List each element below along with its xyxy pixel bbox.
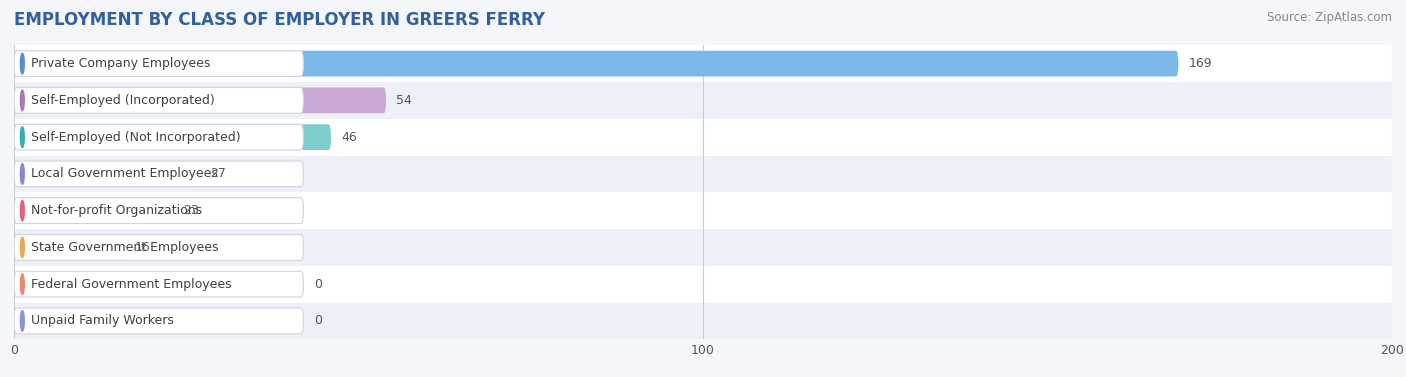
Circle shape [21,274,24,294]
Text: Federal Government Employees: Federal Government Employees [31,278,232,291]
FancyBboxPatch shape [14,308,304,334]
Bar [14,82,1392,119]
Text: Self-Employed (Incorporated): Self-Employed (Incorporated) [31,94,215,107]
FancyBboxPatch shape [14,161,304,187]
FancyBboxPatch shape [14,87,304,113]
Text: EMPLOYMENT BY CLASS OF EMPLOYER IN GREERS FERRY: EMPLOYMENT BY CLASS OF EMPLOYER IN GREER… [14,11,546,29]
Text: Private Company Employees: Private Company Employees [31,57,211,70]
Circle shape [21,53,24,74]
Circle shape [21,200,24,221]
Circle shape [21,164,24,184]
FancyBboxPatch shape [14,51,1178,77]
Text: 16: 16 [135,241,150,254]
FancyBboxPatch shape [14,124,304,150]
Text: 0: 0 [314,278,322,291]
Circle shape [21,90,24,111]
Text: 46: 46 [342,131,357,144]
Text: 0: 0 [314,314,322,327]
Text: 169: 169 [1188,57,1212,70]
Bar [14,302,1392,339]
Bar [14,156,1392,192]
Text: 23: 23 [183,204,198,217]
Bar [14,266,1392,302]
FancyBboxPatch shape [14,198,304,224]
Text: Local Government Employees: Local Government Employees [31,167,218,180]
FancyBboxPatch shape [14,51,304,77]
Text: Source: ZipAtlas.com: Source: ZipAtlas.com [1267,11,1392,24]
FancyBboxPatch shape [14,87,387,113]
Text: Not-for-profit Organizations: Not-for-profit Organizations [31,204,202,217]
Text: 27: 27 [211,167,226,180]
FancyBboxPatch shape [14,308,17,334]
Text: Unpaid Family Workers: Unpaid Family Workers [31,314,174,327]
Bar [14,229,1392,266]
Text: 54: 54 [396,94,412,107]
Circle shape [21,237,24,258]
Circle shape [21,127,24,147]
FancyBboxPatch shape [14,271,304,297]
Circle shape [21,311,24,331]
Bar [14,45,1392,82]
Text: Self-Employed (Not Incorporated): Self-Employed (Not Incorporated) [31,131,240,144]
Text: State Government Employees: State Government Employees [31,241,219,254]
FancyBboxPatch shape [14,234,304,260]
FancyBboxPatch shape [14,161,200,187]
Bar [14,192,1392,229]
FancyBboxPatch shape [14,198,173,224]
FancyBboxPatch shape [14,271,17,297]
FancyBboxPatch shape [14,124,330,150]
Bar [14,119,1392,156]
FancyBboxPatch shape [14,234,124,260]
